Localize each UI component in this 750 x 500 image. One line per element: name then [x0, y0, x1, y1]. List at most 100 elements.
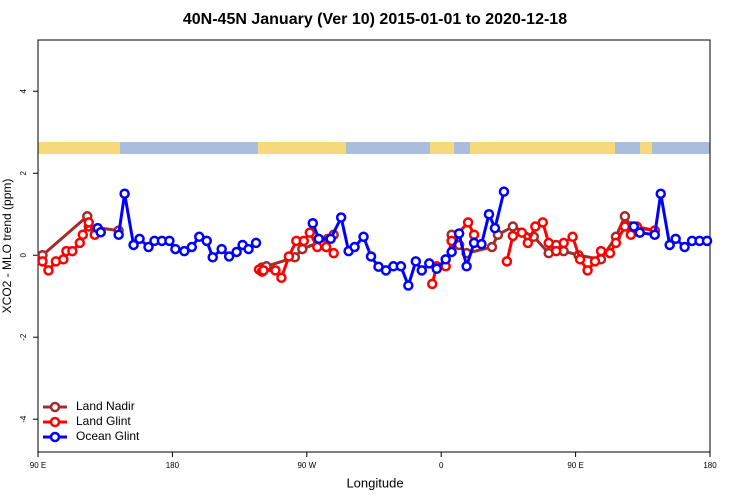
- data-point: [207, 252, 218, 263]
- data-point: [701, 235, 713, 247]
- data-point: [462, 217, 474, 228]
- data-point: [231, 246, 242, 258]
- data-point: [250, 237, 262, 249]
- data-point: [461, 261, 472, 272]
- data-point: [328, 247, 339, 259]
- data-point: [498, 186, 510, 197]
- data-point: [128, 239, 139, 251]
- land-strip: [640, 142, 652, 154]
- data-point: [403, 280, 414, 291]
- data-point: [649, 229, 660, 240]
- data-point: [416, 265, 428, 276]
- legend-label: Land Glint: [76, 414, 131, 428]
- data-point: [270, 265, 281, 276]
- y-axis-label: XCO2 - MLO trend (ppm): [0, 179, 14, 314]
- data-point: [486, 241, 498, 253]
- data-point: [77, 229, 89, 240]
- data-point: [483, 208, 495, 220]
- x-tick-label: 180: [703, 461, 717, 470]
- data-point: [619, 221, 631, 232]
- plot-frame: [37, 39, 711, 453]
- data-point: [119, 188, 130, 199]
- data-point: [37, 256, 48, 267]
- data-point: [358, 231, 369, 243]
- data-point: [164, 235, 175, 247]
- data-point: [43, 265, 54, 276]
- data-point: [283, 251, 295, 262]
- data-point: [349, 241, 360, 253]
- data-point: [83, 217, 95, 228]
- data-point: [410, 256, 422, 267]
- map-strip: [38, 142, 710, 154]
- data-point: [424, 258, 435, 269]
- y-tick-label: 4: [19, 88, 28, 93]
- land-strip: [430, 142, 454, 154]
- data-point: [550, 245, 562, 257]
- data-point: [113, 229, 124, 240]
- y-tick-label: 2: [19, 170, 28, 175]
- data-point: [304, 227, 316, 238]
- legend-label: Ocean Glint: [76, 429, 140, 443]
- data-point: [194, 231, 205, 243]
- data-point: [574, 254, 586, 265]
- data-point: [476, 238, 487, 250]
- data-point: [243, 243, 254, 255]
- data-point: [507, 221, 519, 232]
- data-point: [380, 265, 392, 276]
- data-point: [74, 237, 86, 249]
- x-axis-label: Longitude: [346, 475, 403, 490]
- data-point: [320, 241, 332, 253]
- data-point: [634, 227, 646, 238]
- y-tick-label: -2: [19, 333, 28, 341]
- data-point: [186, 241, 198, 253]
- data-point: [307, 217, 319, 229]
- y-tick-label: -4: [19, 415, 28, 423]
- data-point: [431, 263, 442, 275]
- data-point: [134, 233, 145, 245]
- data-point: [655, 188, 666, 199]
- data-point: [664, 239, 675, 251]
- data-point: [501, 256, 513, 267]
- data-point: [604, 247, 616, 259]
- data-point: [58, 254, 69, 265]
- data-point: [298, 235, 310, 247]
- data-point: [628, 221, 640, 232]
- data-point: [201, 235, 212, 247]
- data-point: [365, 251, 377, 262]
- x-tick-label: 90 E: [30, 461, 46, 470]
- land-strip: [38, 142, 120, 154]
- data-point: [679, 241, 690, 253]
- x-tick-label: 90 E: [567, 461, 583, 470]
- x-tick-label: 0: [439, 461, 444, 470]
- data-point: [530, 221, 541, 232]
- data-point: [325, 233, 336, 245]
- land-strip: [470, 142, 615, 154]
- data-point: [516, 227, 528, 238]
- data-point: [610, 237, 622, 249]
- legend-marker: [49, 416, 61, 428]
- data-point: [522, 237, 534, 249]
- x-tick-label: 180: [166, 461, 180, 470]
- data-point: [440, 254, 451, 265]
- data-point: [216, 243, 227, 255]
- data-point: [335, 212, 347, 223]
- data-point: [223, 251, 235, 262]
- data-point: [582, 265, 593, 276]
- data-point: [543, 237, 554, 249]
- data-point: [489, 222, 501, 234]
- data-point: [313, 233, 324, 245]
- data-point: [589, 256, 601, 267]
- legend-marker: [49, 401, 61, 413]
- data-point: [567, 231, 578, 243]
- y-tick-label: 0: [19, 252, 28, 257]
- x-tick-label: 90 W: [297, 461, 316, 470]
- data-point: [446, 246, 457, 258]
- data-point: [468, 229, 480, 240]
- data-point: [395, 261, 407, 272]
- data-point: [258, 265, 269, 276]
- data-point: [670, 233, 681, 245]
- data-point: [179, 245, 190, 257]
- data-point: [67, 245, 78, 257]
- land-strip: [258, 142, 346, 154]
- data-point: [453, 228, 465, 239]
